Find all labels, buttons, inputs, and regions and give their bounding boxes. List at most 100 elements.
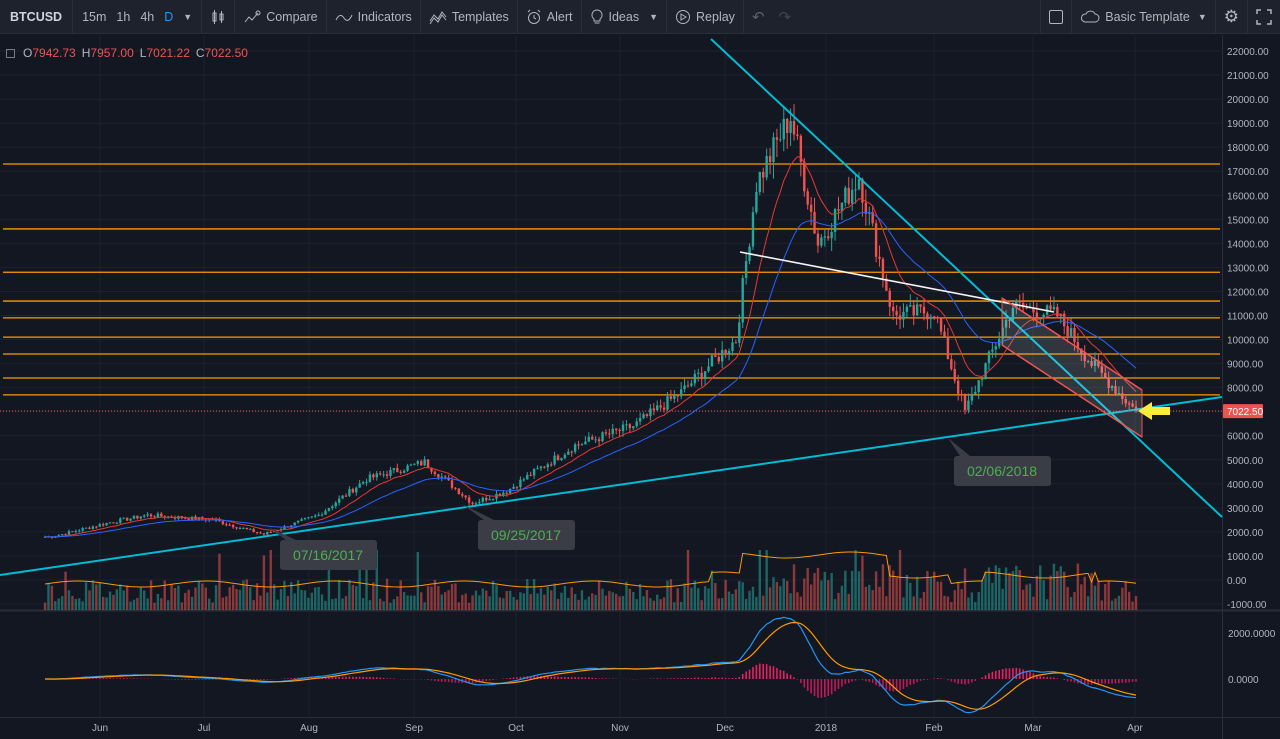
price-tick-label: 8000.00 bbox=[1227, 384, 1264, 395]
volume-bar bbox=[50, 585, 54, 610]
price-axis[interactable]: 22000.00 21000.00 20000.00 19000.00 18000.00… bbox=[1223, 47, 1276, 686]
candle-body bbox=[892, 306, 895, 312]
chevron-down-icon[interactable]: ▼ bbox=[649, 11, 659, 22]
annotation-callout[interactable] bbox=[280, 540, 377, 570]
volume-bar bbox=[211, 602, 214, 610]
channel-top bbox=[1001, 297, 1143, 391]
volume-bar bbox=[485, 590, 488, 610]
support-trendline[interactable] bbox=[0, 396, 1223, 576]
ema-line bbox=[45, 212, 1137, 538]
candle-body bbox=[78, 530, 81, 532]
candle-body bbox=[970, 393, 974, 401]
candle-body bbox=[187, 518, 190, 520]
volume-bar bbox=[303, 590, 307, 610]
compare-button[interactable]: Compare bbox=[234, 0, 325, 34]
candle-body bbox=[266, 532, 269, 535]
candle-body bbox=[895, 311, 898, 316]
chevron-down-icon[interactable]: ▼ bbox=[1197, 12, 1207, 22]
candle-body bbox=[467, 497, 471, 503]
annotation-callout[interactable] bbox=[954, 456, 1051, 486]
volume-bar bbox=[136, 597, 139, 610]
candle-body bbox=[293, 522, 296, 526]
volume-bar bbox=[471, 595, 474, 610]
volume-bar bbox=[149, 580, 153, 610]
redo-icon[interactable]: ↷ bbox=[778, 8, 792, 26]
candle-body bbox=[885, 278, 888, 291]
indicators-button[interactable]: Indicators bbox=[325, 0, 420, 34]
volume-bar bbox=[556, 598, 560, 610]
volume-bar bbox=[60, 596, 64, 610]
candle-body bbox=[710, 355, 714, 367]
candle-body bbox=[618, 429, 621, 432]
alert-button[interactable]: Alert bbox=[516, 0, 581, 34]
candle-body bbox=[991, 349, 994, 352]
volume-bar bbox=[645, 590, 649, 610]
volume-bar bbox=[348, 579, 351, 610]
volume-bar bbox=[1093, 585, 1097, 610]
volume-bar bbox=[443, 592, 447, 610]
settings-button[interactable]: ⚙ bbox=[1214, 0, 1247, 34]
ideas-button[interactable]: Ideas ▼ bbox=[580, 0, 667, 34]
volume-bar bbox=[95, 584, 98, 610]
volume-bar bbox=[262, 555, 266, 610]
candle-body bbox=[1049, 305, 1052, 310]
volume-bar bbox=[156, 593, 160, 610]
timeframe-4h[interactable]: 4h bbox=[140, 9, 155, 24]
volume-bar bbox=[98, 582, 101, 610]
volume-bar bbox=[1056, 570, 1059, 610]
chart-type-button[interactable] bbox=[201, 0, 234, 34]
candle-body bbox=[502, 492, 505, 496]
volume-bar bbox=[214, 585, 218, 610]
candle-body bbox=[608, 433, 611, 435]
candle-body bbox=[888, 290, 891, 307]
volume-bar bbox=[396, 596, 399, 610]
fullscreen-button[interactable] bbox=[1247, 0, 1280, 34]
volume-bar bbox=[703, 586, 707, 610]
templates-button[interactable]: Templates bbox=[419, 0, 517, 34]
upper-trendline[interactable] bbox=[710, 38, 1223, 518]
candle-body bbox=[1131, 403, 1134, 407]
volume-bar bbox=[385, 578, 389, 610]
volume-bar bbox=[467, 602, 471, 610]
price-tick-label: 1000.00 bbox=[1227, 552, 1264, 563]
ideas-label: Ideas bbox=[608, 9, 640, 24]
alarm-clock-icon bbox=[527, 9, 541, 24]
candle-body bbox=[700, 372, 703, 380]
timeframe-d[interactable]: D bbox=[164, 9, 174, 24]
volume-bar bbox=[481, 588, 484, 610]
volume-bar bbox=[662, 597, 666, 610]
volume-bar bbox=[833, 599, 837, 610]
volume-bar bbox=[512, 596, 515, 610]
candle-body bbox=[358, 483, 361, 488]
timeframe-15m[interactable]: 15m bbox=[82, 9, 107, 24]
template-select[interactable]: Basic Template ▼ bbox=[1071, 0, 1214, 34]
volume-bar bbox=[1035, 575, 1039, 610]
undo-button[interactable]: ↶ ↷ bbox=[742, 0, 799, 34]
volume-bar bbox=[190, 596, 194, 610]
candles bbox=[43, 104, 1138, 539]
volume-bar bbox=[977, 592, 980, 610]
annotation-callout[interactable] bbox=[478, 520, 575, 550]
volume-bar bbox=[782, 578, 785, 610]
symbol-search[interactable]: BTCUSD bbox=[10, 9, 63, 24]
volume-bar bbox=[936, 581, 939, 610]
volume-bar bbox=[666, 580, 669, 610]
horizontal-levels bbox=[3, 163, 1220, 396]
volume-bar bbox=[857, 571, 861, 610]
annotation-pointer bbox=[948, 438, 970, 456]
candle-body bbox=[221, 521, 225, 525]
chevron-down-icon[interactable]: ▼ bbox=[183, 11, 193, 22]
collapse-legend-icon[interactable] bbox=[6, 48, 15, 58]
timeframe-1h[interactable]: 1h bbox=[116, 9, 131, 24]
candle-body bbox=[317, 514, 320, 516]
replay-button[interactable]: Replay bbox=[666, 0, 743, 34]
candle-body bbox=[919, 304, 922, 307]
candle-body bbox=[693, 373, 697, 384]
candle-body bbox=[1021, 302, 1025, 308]
time-axis[interactable]: Jun Jul Aug Sep Oct Nov Dec 2018 Feb Mar Apr bbox=[92, 723, 1144, 734]
volume-bar bbox=[591, 593, 594, 610]
candle-body bbox=[553, 455, 556, 465]
volume-bar bbox=[204, 587, 207, 610]
layout-button[interactable] bbox=[1040, 0, 1071, 34]
